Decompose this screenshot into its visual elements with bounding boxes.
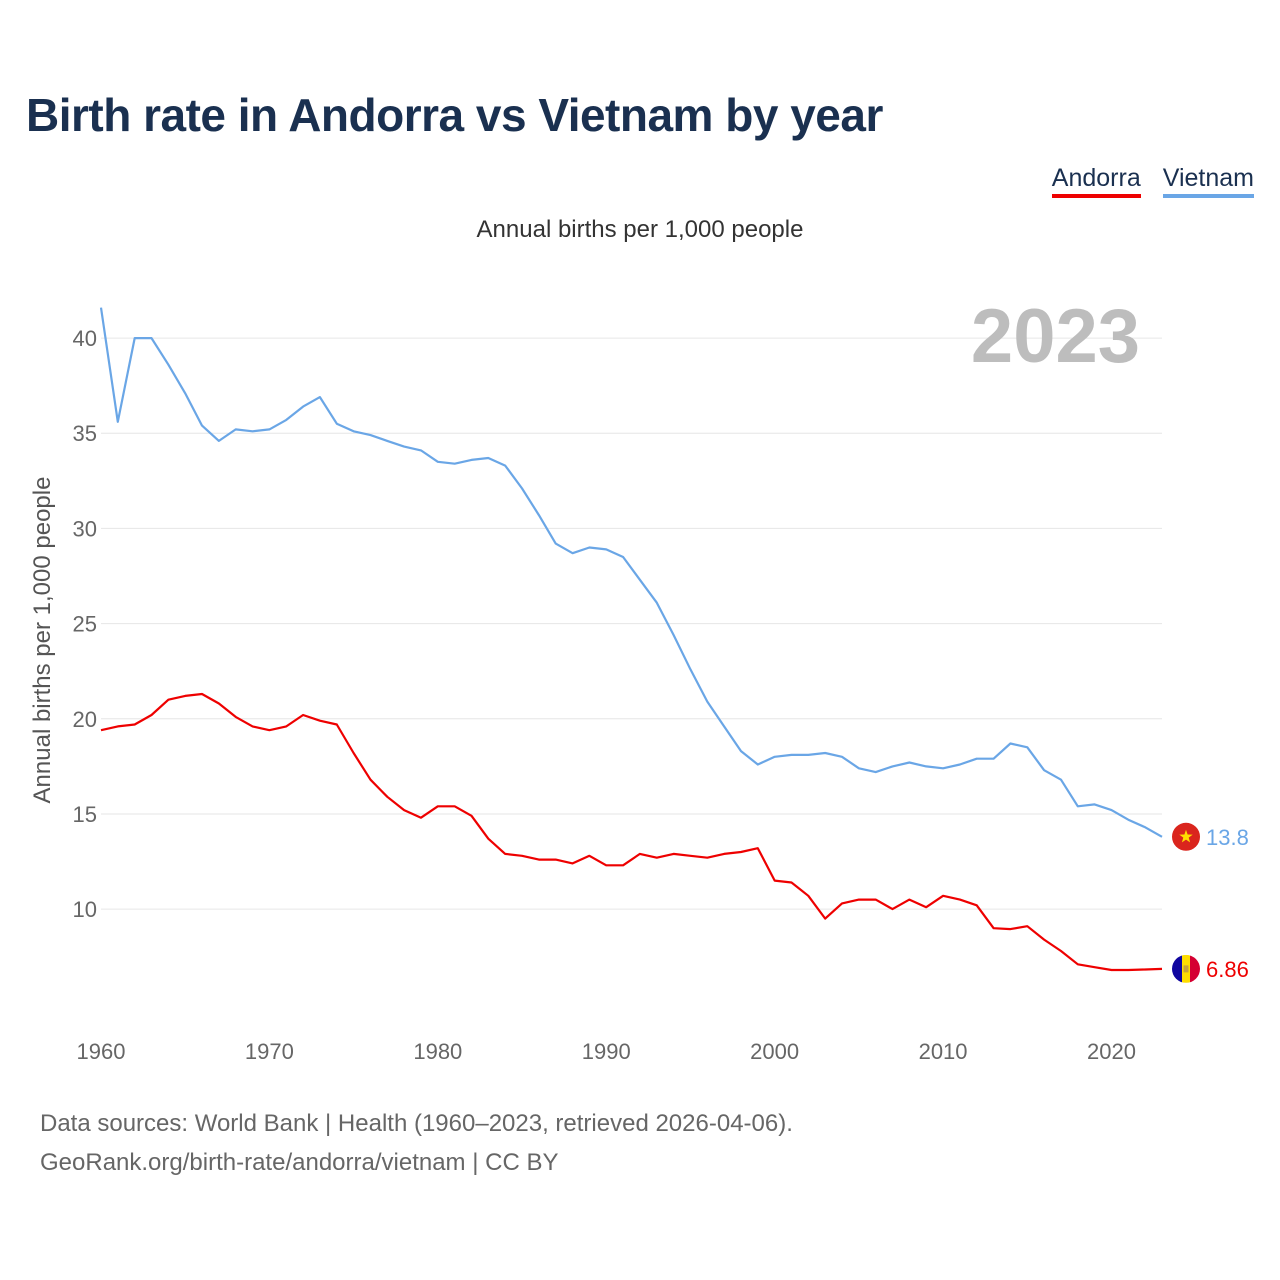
- y-tick-label: 40: [73, 326, 97, 351]
- flag-vietnam-star: [1179, 829, 1193, 843]
- flag-icon-andorra: [1172, 954, 1200, 983]
- end-value-label-vietnam: 13.8: [1206, 825, 1249, 850]
- flag-icon-vietnam: [1172, 822, 1200, 851]
- chart-title: Birth rate in Andorra vs Vietnam by year: [26, 89, 883, 141]
- y-tick-label: 35: [73, 421, 97, 446]
- flag-andorra-emblem: [1183, 965, 1189, 973]
- footer-link: GeoRank.org/birth-rate/andorra/vietnam |…: [40, 1149, 559, 1176]
- y-tick-label: 15: [73, 802, 97, 827]
- x-tick-label: 1980: [413, 1039, 462, 1064]
- x-tick-label: 1990: [582, 1039, 631, 1064]
- footer: Data sources: World Bank | Health (1960–…: [40, 1104, 793, 1182]
- legend: Andorra Vietnam: [1051, 164, 1254, 198]
- x-tick-label: 2020: [1087, 1039, 1136, 1064]
- footer-sources: Data sources: World Bank | Health (1960–…: [40, 1110, 793, 1137]
- x-tick-label: 2000: [750, 1039, 799, 1064]
- x-tick-label: 1970: [245, 1039, 294, 1064]
- legend-item-andorra[interactable]: Andorra: [1051, 164, 1141, 198]
- y-tick-label: 30: [73, 516, 97, 541]
- chart-subtitle: Annual births per 1,000 people: [476, 216, 804, 243]
- x-tick-label: 2010: [919, 1039, 968, 1064]
- x-tick-label: 1960: [77, 1039, 126, 1064]
- series-line-andorra: [100, 692, 1163, 972]
- y-tick-label: 10: [73, 897, 97, 922]
- legend-item-vietnam[interactable]: Vietnam: [1162, 164, 1254, 198]
- end-value-label-andorra: 6.86: [1206, 957, 1249, 982]
- y-tick-label: 20: [73, 707, 97, 732]
- flag-andorra-blue: [1172, 954, 1182, 983]
- year-label: 2023: [971, 294, 1140, 379]
- y-tick-label: 25: [73, 612, 97, 637]
- flag-andorra-stripes: [1172, 954, 1200, 983]
- y-axis-label: Annual births per 1,000 people: [29, 477, 56, 804]
- series-line-vietnam: [99, 307, 1163, 838]
- flag-andorra-red: [1190, 954, 1200, 983]
